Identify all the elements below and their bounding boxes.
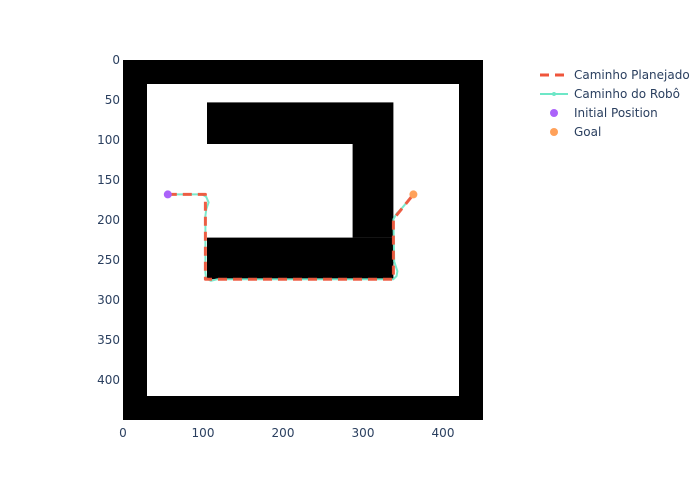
caminho-planejado-line bbox=[167, 192, 415, 281]
x-axis: 0 100 200 300 400 bbox=[119, 426, 454, 440]
legend-swatch bbox=[550, 109, 558, 117]
y-tick-label: 350 bbox=[97, 333, 120, 347]
legend-swatch-dot bbox=[552, 92, 556, 96]
x-tick-label: 300 bbox=[352, 426, 375, 440]
legend-label: Caminho Planejado bbox=[574, 68, 690, 82]
y-tick-label: 200 bbox=[97, 213, 120, 227]
legend-label: Goal bbox=[574, 125, 601, 139]
obstacles-layer bbox=[207, 102, 394, 280]
initial-position-marker bbox=[163, 190, 172, 199]
y-tick-label: 50 bbox=[105, 93, 120, 107]
y-tick-label: 150 bbox=[97, 173, 120, 187]
caminho-do-robo-line bbox=[166, 193, 415, 282]
x-tick-label: 400 bbox=[432, 426, 455, 440]
legend[interactable]: Caminho Planejado Caminho do Robô Initial … bbox=[540, 68, 690, 139]
obstacle-block bbox=[352, 144, 394, 238]
legend-item-caminho-planejado[interactable]: Caminho Planejado bbox=[540, 68, 690, 82]
obstacle-block bbox=[207, 237, 394, 280]
x-tick-label: 0 bbox=[119, 426, 127, 440]
legend-item-initial-position[interactable]: Initial Position bbox=[550, 106, 658, 120]
y-tick-label: 100 bbox=[97, 133, 120, 147]
legend-swatch bbox=[550, 128, 558, 136]
goal-marker bbox=[409, 190, 418, 199]
legend-item-caminho-do-robo[interactable]: Caminho do Robô bbox=[540, 87, 680, 101]
y-tick-label: 300 bbox=[97, 293, 120, 307]
legend-item-goal[interactable]: Goal bbox=[550, 125, 601, 139]
y-tick-label: 250 bbox=[97, 253, 120, 267]
y-tick-label: 0 bbox=[112, 53, 120, 67]
y-tick-label: 400 bbox=[97, 373, 120, 387]
x-tick-label: 100 bbox=[192, 426, 215, 440]
x-tick-label: 200 bbox=[272, 426, 295, 440]
y-axis: 0 50 100 150 200 250 300 350 400 bbox=[97, 53, 120, 387]
obstacle-block bbox=[207, 102, 394, 144]
legend-label: Caminho do Robô bbox=[574, 87, 680, 101]
series-layer bbox=[163, 190, 418, 282]
legend-label: Initial Position bbox=[574, 106, 658, 120]
